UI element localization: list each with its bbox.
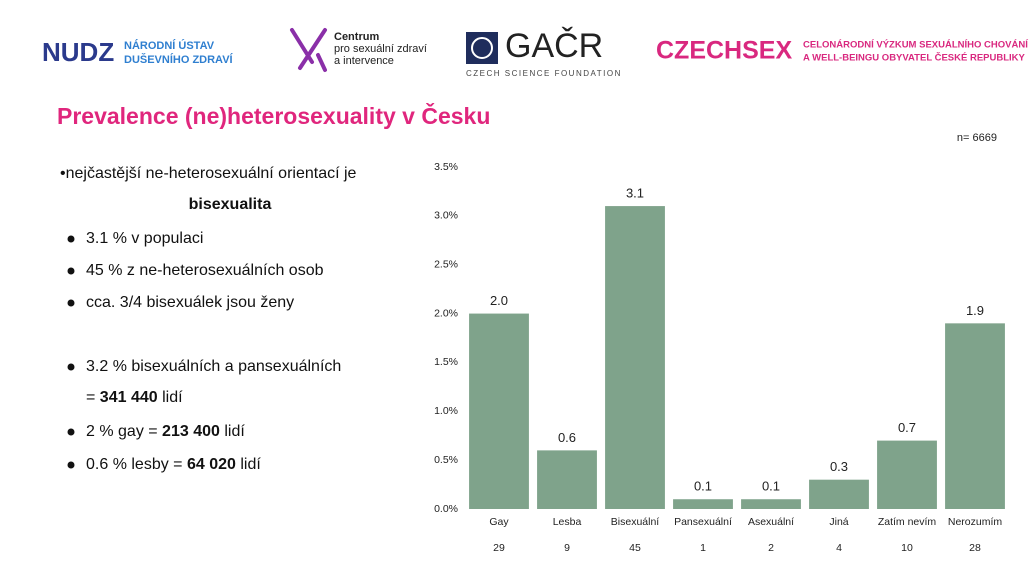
nudz-mark: NUDZ	[42, 37, 114, 67]
bar	[673, 499, 733, 509]
text-run: •nejčastější ne-heterosexuální orientací…	[60, 165, 357, 182]
value-label: 0.6	[558, 430, 576, 445]
value-label: 0.7	[898, 420, 916, 435]
bar	[945, 323, 1005, 509]
gacr-icon	[471, 37, 493, 59]
text-run: =	[86, 389, 100, 406]
czechsex-line: CELONÁRODNÍ VÝZKUM SEXUÁLNÍHO CHOVÁNÍ	[803, 39, 1028, 51]
text-line: •nejčastější ne-heterosexuální orientací…	[60, 165, 357, 182]
text-run: lidí	[158, 389, 183, 406]
text-line: 45 % z ne-heterosexuálních osob	[86, 262, 324, 279]
bar	[605, 206, 665, 510]
bullet-dot	[67, 363, 75, 371]
value-label: 0.3	[830, 459, 848, 474]
text-line: cca. 3/4 bisexuálek jsou ženy	[86, 294, 294, 311]
bar	[469, 313, 529, 509]
bullet-dot	[67, 299, 75, 307]
slide-title: Prevalence (ne)heterosexuality v Česku	[57, 102, 490, 129]
x-tick-label: Zatím nevím	[878, 516, 937, 528]
czechsex-line: A WELL-BEINGU OBYVATEL ČESKÉ REPUBLIKY	[803, 52, 1026, 64]
x-tick-label: Jiná	[829, 516, 848, 528]
value-label: 1.9	[966, 303, 984, 318]
centrum-line: Centrum	[334, 31, 379, 43]
x-tick-label: Gay	[489, 516, 509, 528]
text-line: 3.1 % v populaci	[86, 230, 203, 247]
centrum-line: pro sexuální zdraví	[334, 43, 427, 55]
count-label: 28	[969, 542, 981, 554]
bar	[537, 450, 597, 509]
x-tick-label: Nerozumím	[948, 516, 1003, 528]
text-line: 3.2 % bisexuálních a pansexuálních	[86, 358, 341, 375]
centrum-icon	[290, 28, 327, 72]
count-label: 29	[493, 542, 505, 554]
y-tick-label: 3.0%	[434, 210, 458, 222]
y-tick-label: 2.5%	[434, 258, 458, 270]
bullet-dot	[67, 235, 75, 243]
y-tick-label: 1.5%	[434, 356, 458, 368]
bullet-dot	[67, 267, 75, 275]
count-label: 10	[901, 542, 913, 554]
count-label: 1	[700, 542, 706, 554]
text-line: bisexualita	[189, 196, 272, 213]
x-tick-label: Bisexuální	[611, 516, 660, 528]
y-tick-label: 0.5%	[434, 454, 458, 466]
text-line: 2 % gay = 213 400 lidí	[86, 423, 245, 440]
gacr-mark: GAČR	[505, 27, 603, 65]
sample-note: n= 6669	[957, 132, 997, 144]
centrum-line: a intervence	[334, 55, 394, 67]
x-tick-label: Lesba	[553, 516, 582, 528]
text-run: 213 400	[162, 423, 220, 440]
text-run: lidí	[236, 456, 261, 473]
text-run: 2 % gay =	[86, 423, 162, 440]
count-label: 2	[768, 542, 774, 554]
value-label: 2.0	[490, 293, 508, 308]
bullet-dot	[67, 461, 75, 469]
bar	[741, 499, 801, 509]
gacr-icon	[466, 32, 498, 64]
value-label: 0.1	[694, 479, 712, 494]
bar	[877, 440, 937, 509]
count-label: 4	[836, 542, 842, 554]
text-run: 341 440	[100, 389, 158, 406]
value-label: 0.1	[762, 479, 780, 494]
text-run: 0.6 % lesby =	[86, 456, 187, 473]
text-run: bisexualita	[189, 196, 272, 213]
y-tick-label: 0.0%	[434, 503, 458, 515]
text-line: = 341 440 lidí	[86, 389, 183, 406]
bar	[809, 479, 869, 509]
value-label: 3.1	[626, 186, 644, 201]
text-run: 45 % z ne-heterosexuálních osob	[86, 262, 324, 279]
text-run: 64 020	[187, 456, 236, 473]
y-tick-label: 2.0%	[434, 307, 458, 319]
count-label: 45	[629, 542, 641, 554]
count-label: 9	[564, 542, 570, 554]
gacr-sub: CZECH SCIENCE FOUNDATION	[466, 69, 622, 78]
text-run: 3.2 % bisexuálních a pansexuálních	[86, 358, 341, 375]
x-tick-label: Pansexuální	[674, 516, 732, 528]
text-line: 0.6 % lesby = 64 020 lidí	[86, 456, 261, 473]
y-tick-label: 1.0%	[434, 405, 458, 417]
nudz-line: DUŠEVNÍHO ZDRAVÍ	[124, 53, 234, 66]
text-run: lidí	[220, 423, 245, 440]
bullet-dot	[67, 428, 75, 436]
text-run: cca. 3/4 bisexuálek jsou ženy	[86, 294, 294, 311]
x-tick-label: Asexuální	[748, 516, 794, 528]
text-run: 3.1 % v populaci	[86, 230, 203, 247]
nudz-line: NÁRODNÍ ÚSTAV	[124, 39, 215, 52]
y-tick-label: 3.5%	[434, 161, 458, 173]
czechsex-mark: CZECHSEX	[656, 37, 792, 65]
